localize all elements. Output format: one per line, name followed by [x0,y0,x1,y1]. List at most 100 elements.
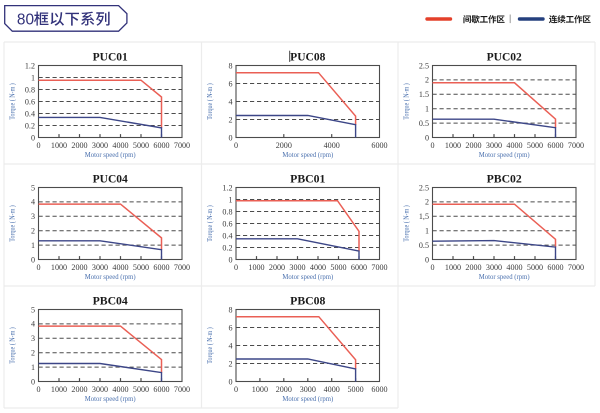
svg-text:1,5: 1,5 [419,212,429,221]
svg-text:0: 0 [234,141,238,150]
svg-text:0.4: 0.4 [222,231,232,240]
svg-text:2000: 2000 [276,141,292,150]
svg-text:PBC02: PBC02 [487,173,522,185]
svg-text:0: 0 [234,263,238,272]
svg-text:Torque ( N-m ): Torque ( N-m ) [205,83,214,120]
svg-text:0: 0 [228,255,232,264]
svg-text:2.5: 2.5 [419,61,429,70]
svg-text:6000: 6000 [153,141,169,150]
svg-text:PBC01: PBC01 [290,173,325,185]
svg-text:4: 4 [31,320,35,329]
svg-text:Motor speed (rpm): Motor speed (rpm) [479,272,530,281]
svg-text:0.2: 0.2 [25,121,35,130]
svg-text:Torque ( N-m ): Torque ( N-m ) [205,327,214,364]
svg-text:5000: 5000 [133,385,149,394]
svg-text:Torque ( N-m ): Torque ( N-m ) [7,83,16,120]
svg-text:1: 1 [425,227,429,236]
svg-text:1.5: 1.5 [419,90,429,99]
svg-text:0.5: 0.5 [419,119,429,128]
svg-text:1000: 1000 [445,141,461,150]
svg-text:7000: 7000 [174,141,190,150]
svg-text:1000: 1000 [445,263,461,272]
svg-text:0.5: 0.5 [419,241,429,250]
svg-text:Torque ( N-m ): Torque ( N-m ) [7,205,16,242]
svg-text:2000: 2000 [71,141,87,150]
svg-text:Torque ( N-m ): Torque ( N-m ) [401,205,410,242]
svg-text:0: 0 [36,141,40,150]
svg-text:3: 3 [31,334,35,343]
svg-text:2: 2 [228,115,232,124]
svg-text:3000: 3000 [92,385,108,394]
svg-text:7000: 7000 [174,385,190,394]
svg-text:3000: 3000 [486,263,502,272]
svg-text:1000: 1000 [51,141,67,150]
svg-text:1: 1 [31,363,35,372]
svg-text:4000: 4000 [112,263,128,272]
svg-text:4000: 4000 [324,385,340,394]
svg-text:6000: 6000 [351,263,367,272]
svg-text:0.8: 0.8 [25,85,35,94]
svg-text:1.2: 1.2 [25,61,35,70]
svg-text:4000: 4000 [506,141,522,150]
svg-text:Motor speed (rpm): Motor speed (rpm) [85,272,136,281]
svg-text:1000: 1000 [248,263,264,272]
svg-text:2: 2 [425,76,429,85]
svg-text:4000: 4000 [112,141,128,150]
svg-text:7000: 7000 [174,263,190,272]
svg-text:Torque ( N-m ): Torque ( N-m ) [205,205,214,242]
svg-text:1: 1 [228,195,232,204]
svg-text:PUC08: PUC08 [290,51,325,63]
svg-text:6000: 6000 [153,385,169,394]
svg-text:0: 0 [31,377,35,386]
svg-text:5000: 5000 [133,263,149,272]
svg-text:1: 1 [31,73,35,82]
svg-text:2000: 2000 [71,263,87,272]
svg-text:5: 5 [31,183,35,192]
svg-text:1: 1 [425,105,429,114]
svg-text:2000: 2000 [269,263,285,272]
svg-text:4000: 4000 [112,385,128,394]
svg-text:2: 2 [228,359,232,368]
svg-text:2.5: 2.5 [419,183,429,192]
svg-text:2000: 2000 [465,263,481,272]
svg-text:0: 0 [234,385,238,394]
svg-text:2000: 2000 [71,385,87,394]
svg-text:PUC02: PUC02 [487,51,522,63]
svg-text:4: 4 [31,198,35,207]
svg-text:Motor speed (rpm): Motor speed (rpm) [282,150,333,159]
svg-text:0.2: 0.2 [222,243,232,252]
svg-text:6000: 6000 [153,263,169,272]
svg-text:1000: 1000 [252,385,268,394]
svg-text:6000: 6000 [371,141,387,150]
svg-text:Motor speed (rpm): Motor speed (rpm) [85,150,136,159]
svg-text:1.2: 1.2 [222,183,232,192]
svg-text:Torque ( N-m ): Torque ( N-m ) [401,83,410,120]
svg-text:2: 2 [31,227,35,236]
svg-text:0: 0 [36,385,40,394]
svg-text:4000: 4000 [506,263,522,272]
svg-text:Motor speed (rpm): Motor speed (rpm) [282,394,333,403]
svg-text:Motor speed (rpm): Motor speed (rpm) [85,394,136,403]
svg-text:3000: 3000 [486,141,502,150]
svg-text:3000: 3000 [300,385,316,394]
svg-text:0: 0 [425,255,429,264]
svg-text:7000: 7000 [568,141,584,150]
svg-text:PBC04: PBC04 [93,295,128,307]
svg-text:3000: 3000 [289,263,305,272]
svg-text:PUC01: PUC01 [93,51,128,63]
svg-text:2: 2 [425,198,429,207]
svg-text:0: 0 [31,255,35,264]
svg-text:6: 6 [228,79,232,88]
svg-text:5000: 5000 [527,263,543,272]
svg-text:3: 3 [31,212,35,221]
svg-text:0.8: 0.8 [222,207,232,216]
svg-text:4: 4 [228,97,232,106]
svg-text:2000: 2000 [465,141,481,150]
svg-text:4: 4 [228,341,232,350]
svg-text:PUC04: PUC04 [93,173,128,185]
svg-text:0.4: 0.4 [25,109,35,118]
svg-text:8: 8 [228,61,232,70]
svg-text:5000: 5000 [330,263,346,272]
svg-text:7000: 7000 [371,263,387,272]
svg-text:2000: 2000 [276,385,292,394]
